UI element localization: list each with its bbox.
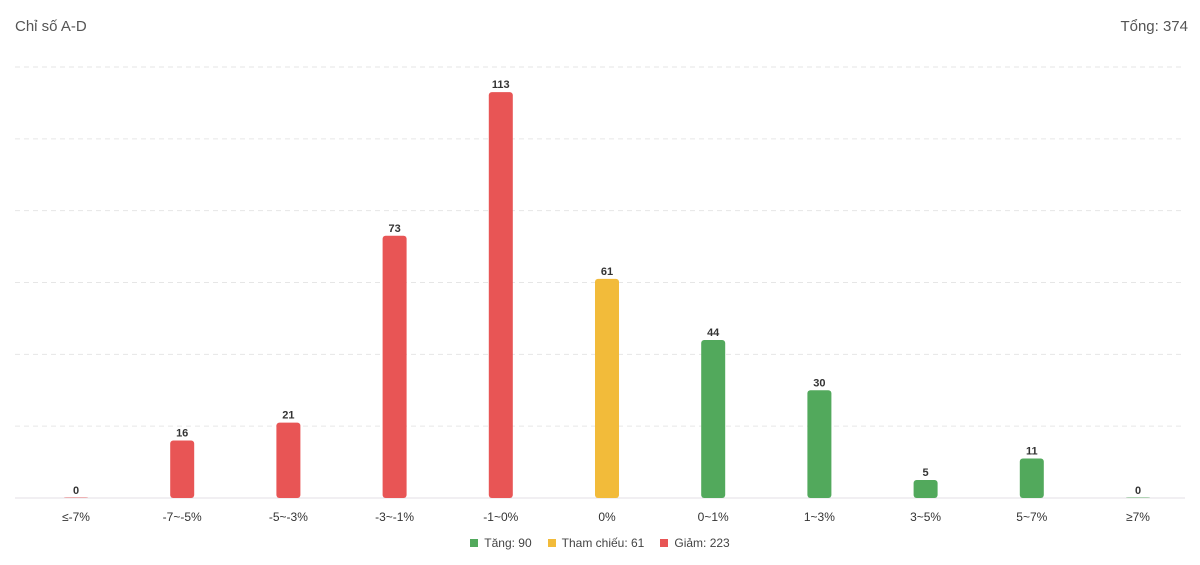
legend-item-ref[interactable]: Tham chiếu: 61: [547, 536, 645, 550]
bar-0[interactable]: [64, 497, 88, 498]
value-labels: 0 16 21 73 113 61 44 30 5 11 0: [73, 79, 1141, 497]
legend-swatch-ref: [547, 539, 556, 547]
x-tick-label-5: 0%: [598, 510, 616, 524]
x-tick-label-3: -3~-1%: [375, 510, 414, 524]
x-tick-label-1: -7~-5%: [163, 510, 202, 524]
bar-9[interactable]: [1019, 458, 1044, 498]
legend-item-down[interactable]: Giảm: 223: [660, 536, 730, 550]
total-count: Tổng: 374: [1120, 18, 1188, 35]
bar-1[interactable]: [170, 440, 195, 498]
legend-label-ref: Tham chiếu: 61: [561, 536, 645, 550]
legend-label-up: Tăng: 90: [484, 536, 532, 550]
value-label-2: 21: [282, 410, 294, 422]
value-label-1: 16: [176, 428, 188, 440]
x-tick-label-6: 0~1%: [698, 510, 729, 524]
legend-label-down: Giảm: 223: [674, 536, 730, 550]
bar-6[interactable]: [701, 339, 726, 498]
x-tick-label-0: ≤-7%: [62, 510, 90, 524]
legend: Tăng: 90 Tham chiếu: 61 Giảm: 223: [0, 536, 1200, 550]
legend-swatch-up: [470, 539, 479, 547]
bar-3[interactable]: [382, 235, 407, 498]
x-tick-label-7: 1~3%: [804, 510, 835, 524]
bars: [64, 92, 1150, 499]
bar-2[interactable]: [276, 422, 301, 498]
bar-8[interactable]: [913, 480, 938, 498]
x-tick-label-9: 5~7%: [1016, 510, 1047, 524]
legend-swatch-down: [660, 539, 669, 547]
ad-index-chart: 0 16 21 73 113 61 44 30 5 11 0 ≤-7% -7~-5% -5~-3% -3~…: [15, 66, 1185, 524]
x-tick-label-8: 3~5%: [910, 510, 941, 524]
x-tick-label-2: -5~-3%: [269, 510, 308, 524]
value-label-7: 30: [813, 377, 825, 389]
value-label-5: 61: [601, 266, 613, 278]
bar-4[interactable]: [488, 92, 513, 499]
value-label-8: 5: [923, 467, 929, 479]
x-tick-label-4: -1~0%: [483, 510, 518, 524]
x-axis-labels: ≤-7% -7~-5% -5~-3% -3~-1% -1~0% 0% 0~1% 1~3% 3~5…: [62, 510, 1150, 524]
chart-title: Chỉ số A-D: [15, 18, 87, 35]
value-label-9: 11: [1026, 445, 1038, 457]
value-label-10: 0: [1135, 485, 1141, 497]
value-label-6: 44: [707, 327, 720, 339]
bar-10[interactable]: [1126, 497, 1150, 498]
bar-7[interactable]: [807, 390, 832, 498]
legend-item-up[interactable]: Tăng: 90: [470, 536, 532, 550]
x-tick-label-10: ≥7%: [1126, 510, 1150, 524]
value-label-4: 113: [492, 79, 510, 91]
bar-5[interactable]: [595, 278, 619, 498]
value-label-3: 73: [388, 223, 400, 235]
value-label-0: 0: [73, 485, 79, 497]
